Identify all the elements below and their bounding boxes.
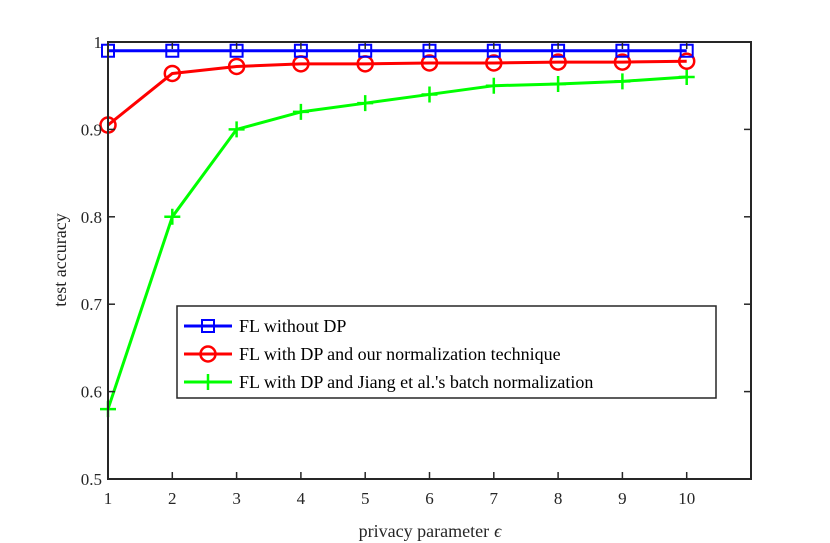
plot-area bbox=[108, 42, 751, 479]
epsilon-symbol: ϵ bbox=[494, 521, 502, 541]
x-tick-label: 5 bbox=[361, 489, 370, 508]
legend-entries: FL without DP FL with DP and our normaliz… bbox=[184, 316, 593, 392]
y-tick-label: 0.7 bbox=[81, 295, 103, 314]
plot-frame bbox=[107, 41, 752, 480]
y-tick-label: 0.8 bbox=[81, 208, 102, 227]
y-tick-label: 0.5 bbox=[81, 470, 102, 489]
data-point-plus bbox=[357, 95, 374, 112]
data-point-circle bbox=[677, 52, 696, 70]
x-tick-label: 1 bbox=[104, 489, 113, 508]
data-point-circle bbox=[163, 64, 182, 83]
legend-label-plus: FL with DP and Jiang et al.'s batch norm… bbox=[239, 372, 593, 392]
x-tick-label: 10 bbox=[678, 489, 695, 508]
x-tick-label: 8 bbox=[554, 489, 563, 508]
y-tick-label: 0.9 bbox=[81, 120, 102, 139]
legend-marker-plus bbox=[200, 374, 216, 390]
legend-label-circle: FL with DP and our normalization techniq… bbox=[239, 344, 561, 364]
series-line-circle bbox=[107, 59, 687, 127]
series-line-plus bbox=[106, 75, 687, 410]
x-axis-label-text: privacy parameter bbox=[359, 521, 489, 541]
x-tick-label: 2 bbox=[168, 489, 177, 508]
data-point-plus bbox=[485, 77, 502, 94]
axis-ticks: 1 2 3 4 5 6 7 8 9 10 0.5 0.6 0.7 0.8 0.9 1 bbox=[81, 33, 751, 508]
y-tick-label: 0.6 bbox=[81, 383, 102, 402]
x-axis-label: privacy parameter ϵ bbox=[359, 521, 502, 541]
legend-box bbox=[176, 305, 717, 399]
x-tick-label: 3 bbox=[232, 489, 241, 508]
data-point-plus bbox=[678, 68, 695, 85]
data-point-plus bbox=[228, 121, 245, 138]
x-tick-label: 9 bbox=[618, 489, 627, 508]
data-point-plus bbox=[614, 73, 631, 90]
legend-label-square: FL without DP bbox=[239, 316, 346, 336]
data-point-circle bbox=[549, 53, 567, 71]
data-point-plus bbox=[421, 86, 438, 103]
series-layer bbox=[99, 43, 696, 418]
data-point-circle bbox=[485, 54, 503, 72]
x-tick-label: 7 bbox=[490, 489, 499, 508]
data-point-plus bbox=[550, 75, 567, 92]
legend-marker-circle bbox=[199, 345, 217, 363]
data-point-circle bbox=[613, 53, 632, 71]
y-tick-label: 1 bbox=[94, 33, 103, 52]
data-point-plus bbox=[292, 103, 309, 120]
legend: FL without DP FL with DP and our normaliz… bbox=[176, 305, 717, 399]
data-point-circle bbox=[227, 57, 246, 76]
data-point-plus bbox=[164, 208, 181, 225]
x-tick-label: 4 bbox=[297, 489, 306, 508]
data-point-circle bbox=[420, 54, 439, 72]
y-axis-label: test accuracy bbox=[50, 213, 70, 306]
legend-marker-square bbox=[201, 319, 215, 333]
x-tick-label: 6 bbox=[425, 489, 434, 508]
